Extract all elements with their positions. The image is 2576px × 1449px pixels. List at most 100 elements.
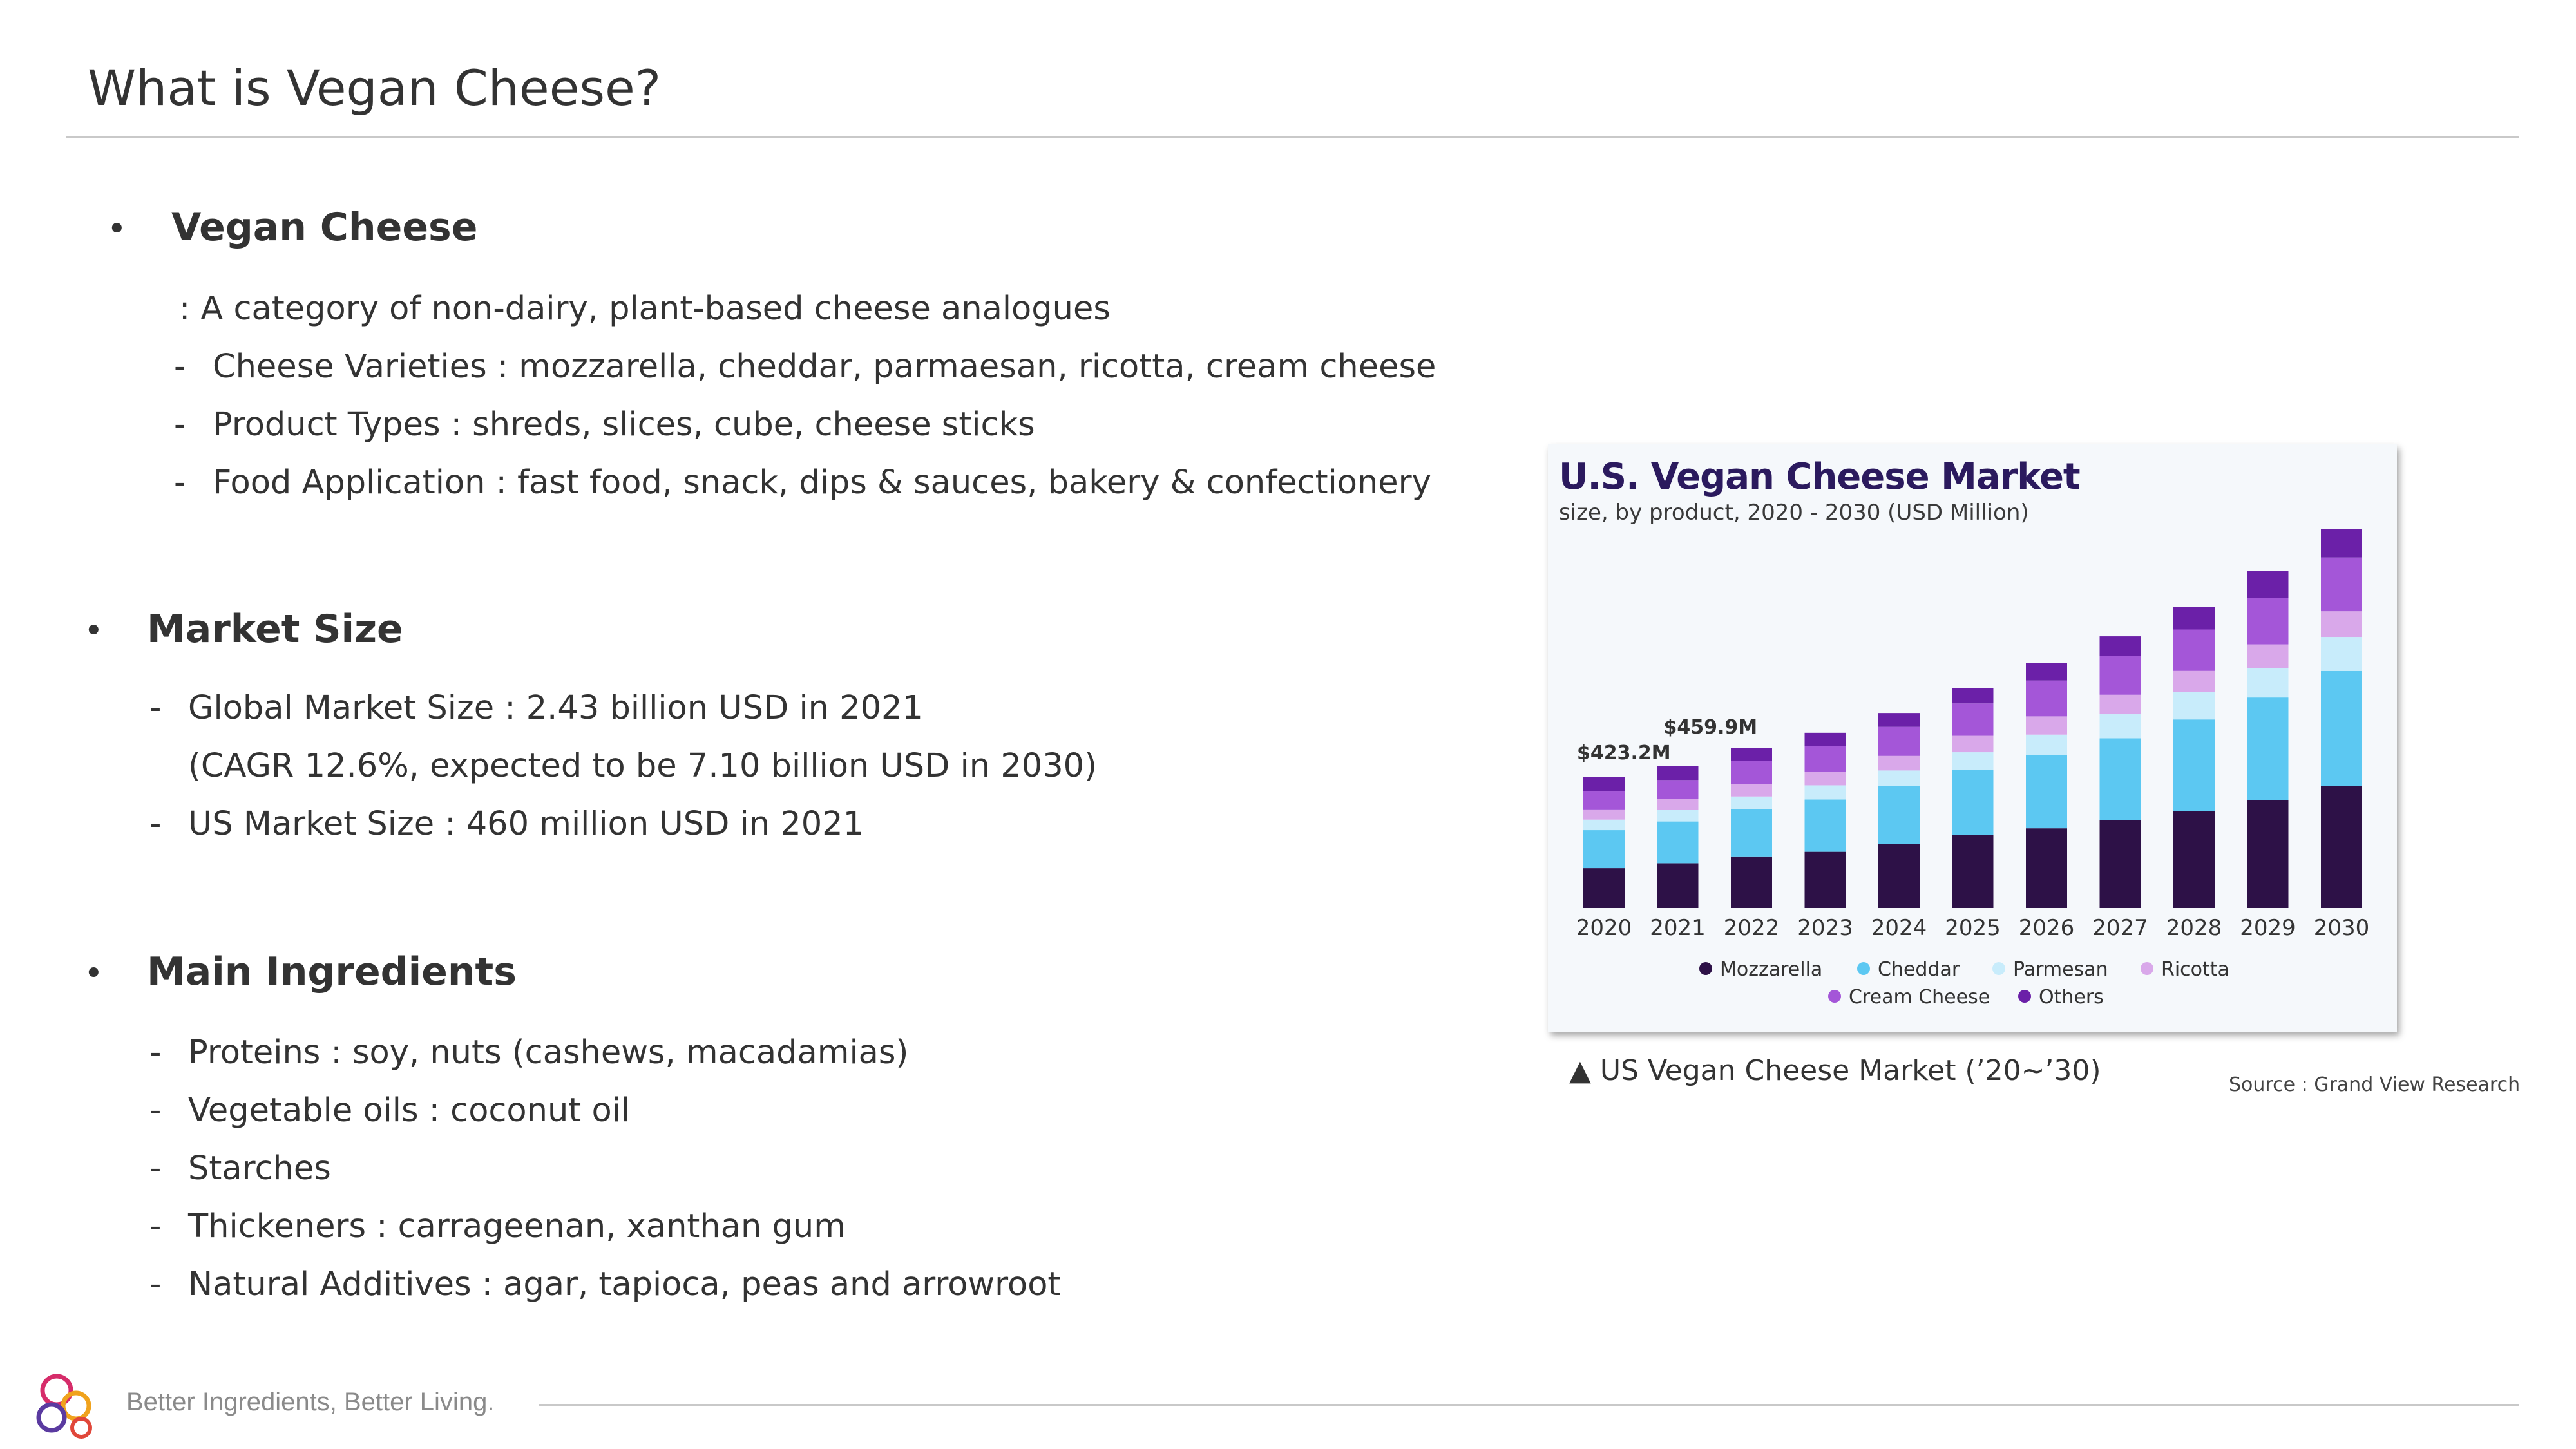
data-label: $423.2M: [1577, 742, 1671, 764]
bar-2028-parmesan: [2173, 692, 2215, 720]
x-tick-label: 2029: [2240, 915, 2296, 941]
bar-2027-mozzarella: [2099, 820, 2141, 908]
legend-swatch: [1699, 962, 1712, 975]
bar-2021-others: [1657, 766, 1699, 781]
section-line: - Natural Additives : agar, tapioca, peas…: [149, 1265, 1061, 1303]
bar-2024-cheddar: [1878, 786, 1920, 844]
x-tick-label: 2025: [1945, 915, 2001, 941]
data-label: $459.9M: [1664, 716, 1758, 739]
bar-2026-mozzarella: [2026, 828, 2067, 908]
x-tick-label: 2027: [2092, 915, 2148, 941]
bar-2022-ricotta: [1731, 784, 1772, 797]
section-line: - Product Types : shreds, slices, cube, c…: [174, 406, 1035, 444]
stacked-bar-chart: 2020 2021 2022 2023 2024 2025 2026 2027 2028 2029…: [1576, 529, 2370, 1009]
bar-2026-others: [2026, 663, 2067, 681]
bar-2025-mozzarella: [1952, 835, 1994, 908]
bar-2022-cream-cheese: [1731, 761, 1772, 784]
bar-2024-ricotta: [1878, 755, 1920, 771]
bar-2025-parmesan: [1952, 752, 1994, 770]
footer-divider: [539, 1404, 2519, 1406]
section-line: - Global Market Size : 2.43 billion USD i…: [149, 689, 923, 727]
section-line: - Cheese Varieties : mozzarella, cheddar,…: [174, 348, 1436, 386]
bar-2026-ricotta: [2026, 716, 2067, 735]
title-divider: [66, 136, 2519, 138]
x-tick-label: 2020: [1576, 915, 1632, 941]
bar-2028-others: [2173, 607, 2215, 630]
section-line: : A category of non-dairy, plant-based c…: [179, 290, 1111, 328]
section-line: - Starches: [149, 1150, 331, 1188]
bar-2027-cream-cheese: [2099, 656, 2141, 695]
bar-2023-mozzarella: [1804, 851, 1846, 908]
bar-2030-mozzarella: [2321, 786, 2362, 908]
bar-2029-others: [2247, 571, 2289, 598]
bar-2027-ricotta: [2099, 694, 2141, 715]
section-heading-main-ingredients: Main Ingredients: [147, 949, 517, 994]
x-tick-label: 2028: [2166, 915, 2222, 941]
section-line: - Proteins : soy, nuts (cashews, macadami…: [149, 1034, 909, 1072]
bar-2021-ricotta: [1657, 799, 1699, 810]
bar-2028-mozzarella: [2173, 811, 2215, 908]
bar-2029-parmesan: [2247, 668, 2289, 698]
bar-2029-mozzarella: [2247, 800, 2289, 908]
bar-2024-others: [1878, 713, 1920, 727]
legend-swatch: [1992, 962, 2005, 975]
section-line: - Food Application : fast food, snack, di…: [174, 464, 1431, 502]
section-heading-vegan-cheese: Vegan Cheese: [171, 205, 478, 250]
x-tick-label: 2023: [1797, 915, 1853, 941]
bar-2020-mozzarella: [1583, 868, 1625, 908]
legend-swatch: [1828, 990, 1841, 1003]
page-title: What is Vegan Cheese?: [88, 59, 662, 117]
bullet-dot: •: [107, 210, 127, 249]
bar-2020-parmesan: [1583, 819, 1625, 831]
bar-2029-cream-cheese: [2247, 598, 2289, 645]
chart-caption: ▲ US Vegan Cheese Market (’20~’30): [1569, 1054, 2101, 1087]
legend-label: Mozzarella: [1720, 958, 1822, 981]
bullet-dot: •: [84, 954, 104, 993]
legend-label: Cream Cheese: [1849, 986, 1990, 1009]
bar-2021-parmesan: [1657, 810, 1699, 822]
bar-2030-cheddar: [2321, 670, 2362, 786]
bar-2025-cheddar: [1952, 770, 1994, 835]
legend-swatch: [2018, 990, 2031, 1003]
bar-2022-others: [1731, 748, 1772, 761]
bar-2023-others: [1804, 732, 1846, 746]
legend-label: Others: [2039, 986, 2104, 1009]
bar-2028-cheddar: [2173, 719, 2215, 811]
section-line: - Vegetable oils : coconut oil: [149, 1092, 631, 1130]
legend-label: Ricotta: [2161, 958, 2229, 981]
bar-2023-ricotta: [1804, 772, 1846, 786]
bar-2021-cheddar: [1657, 821, 1699, 864]
bar-2027-others: [2099, 636, 2141, 656]
section-line: (CAGR 12.6%, expected to be 7.10 billion…: [188, 747, 1098, 785]
company-logo-icon: [36, 1374, 92, 1439]
bar-2020-cream-cheese: [1583, 791, 1625, 810]
section-heading-market-size: Market Size: [147, 607, 403, 652]
bar-2030-cream-cheese: [2321, 557, 2362, 612]
bar-2024-cream-cheese: [1878, 726, 1920, 756]
bar-2029-ricotta: [2247, 644, 2289, 668]
bar-2022-parmesan: [1731, 796, 1772, 809]
source-note: Source : Grand View Research: [2229, 1074, 2521, 1096]
bar-2028-ricotta: [2173, 670, 2215, 692]
bar-2022-cheddar: [1731, 808, 1772, 857]
legend-label: Parmesan: [2013, 958, 2108, 981]
bar-2030-parmesan: [2321, 637, 2362, 671]
bar-2025-others: [1952, 688, 1994, 704]
bar-2020-cheddar: [1583, 830, 1625, 869]
x-tick-label: 2026: [2019, 915, 2075, 941]
legend-label: Cheddar: [1878, 958, 1960, 981]
x-tick-label: 2030: [2314, 915, 2370, 941]
bar-2022-mozzarella: [1731, 856, 1772, 908]
bar-2026-parmesan: [2026, 734, 2067, 755]
bar-2021-mozzarella: [1657, 863, 1699, 908]
chart-title: U.S. Vegan Cheese Market: [1559, 456, 2081, 498]
x-tick-label: 2022: [1724, 915, 1780, 941]
bar-2023-cheddar: [1804, 799, 1846, 852]
bar-2025-cream-cheese: [1952, 703, 1994, 736]
bar-2023-cream-cheese: [1804, 746, 1846, 772]
x-tick-label: 2024: [1871, 915, 1927, 941]
section-line: - US Market Size : 460 million USD in 202…: [149, 805, 864, 843]
bar-2026-cream-cheese: [2026, 680, 2067, 717]
section-line: - Thickeners : carrageenan, xanthan gum: [149, 1208, 846, 1245]
bar-2028-cream-cheese: [2173, 629, 2215, 671]
